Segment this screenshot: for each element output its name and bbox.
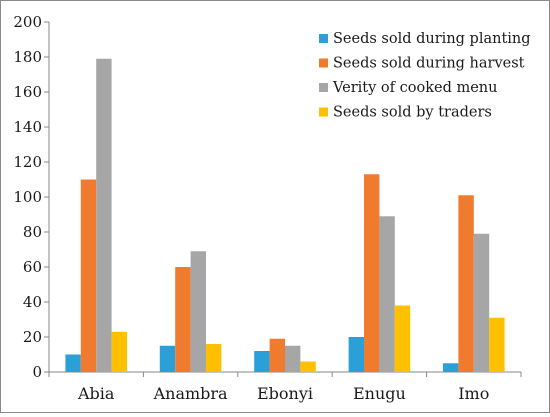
y-tick-label: 180: [13, 48, 42, 66]
bar: [80, 179, 97, 372]
bars: [65, 58, 505, 372]
y-tick-label: 60: [23, 258, 42, 276]
y-tick-label: 80: [23, 223, 42, 241]
bar: [269, 338, 285, 372]
x-tick-label: Ebonyi: [257, 384, 313, 403]
x-tick-label: Imo: [458, 384, 489, 403]
legend: Seeds sold during planting Seeds sold dur…: [319, 31, 531, 121]
legend-swatch: [319, 34, 328, 43]
y-tick-label: 160: [13, 83, 42, 101]
x-tick-label: Anambra: [153, 384, 228, 403]
legend-swatch: [319, 83, 328, 92]
bar: [206, 344, 222, 372]
bar: [458, 195, 474, 372]
legend-label: Seeds sold during harvest: [333, 56, 525, 72]
bar: [65, 354, 81, 372]
x-tick-label: Enugu: [353, 384, 406, 403]
legend-label: Seeds sold by traders: [333, 105, 492, 121]
legend-label: Verity of cooked menu: [332, 80, 497, 96]
y-tick-label: 40: [23, 293, 42, 311]
y-tick-label: 120: [13, 153, 42, 171]
x-tick-label: Abia: [77, 384, 115, 403]
bar: [190, 251, 206, 372]
bar: [285, 345, 301, 372]
legend-label: Seeds sold during planting: [333, 31, 531, 47]
y-tick-label: 140: [13, 118, 42, 136]
bar: [254, 351, 270, 372]
y-axis: 0 20 40 60 80 100 120 140 160 180 200: [13, 13, 50, 381]
bar: [96, 58, 112, 372]
bar: [379, 216, 395, 372]
x-axis: Abia Anambra Ebonyi Enugu Imo: [48, 371, 522, 403]
bar: [394, 305, 411, 372]
bar: [175, 267, 191, 372]
y-tick-label: 0: [32, 363, 42, 381]
bar: [443, 363, 459, 372]
bar: [159, 345, 176, 372]
bar: [489, 317, 505, 372]
legend-swatch: [319, 58, 328, 68]
bar: [348, 337, 364, 372]
y-tick-label: 20: [23, 328, 42, 346]
bar: [473, 233, 490, 372]
y-tick-label: 100: [13, 188, 42, 206]
bar: [111, 331, 127, 372]
bar: [300, 361, 316, 372]
y-tick-label: 200: [13, 13, 42, 31]
legend-swatch: [319, 107, 328, 117]
bar: [364, 174, 380, 372]
